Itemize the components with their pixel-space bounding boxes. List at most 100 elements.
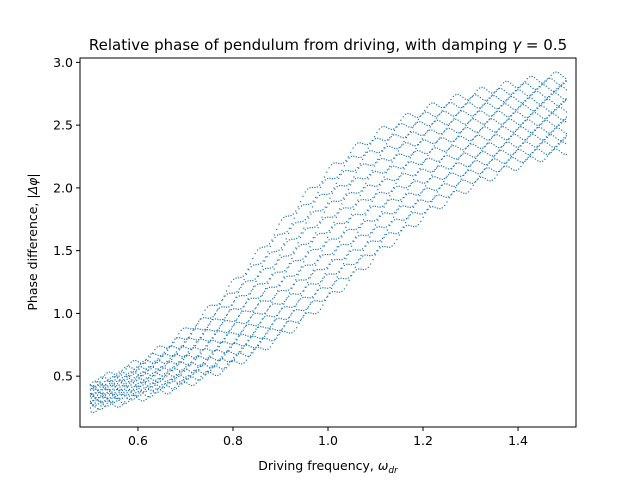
- data-point: [508, 138, 510, 140]
- data-point: [285, 271, 287, 273]
- data-point: [427, 140, 429, 142]
- data-point: [531, 94, 533, 96]
- data-point: [314, 293, 316, 295]
- data-point: [519, 137, 521, 139]
- data-point: [479, 134, 481, 137]
- data-point: [515, 129, 517, 131]
- data-point: [105, 394, 107, 396]
- data-point: [271, 251, 273, 253]
- data-point: [253, 285, 255, 288]
- data-point: [558, 127, 560, 130]
- data-point: [169, 357, 171, 359]
- data-point: [168, 382, 170, 384]
- data-point: [140, 382, 143, 384]
- data-point: [133, 368, 135, 370]
- data-point: [327, 268, 329, 270]
- data-point: [99, 400, 101, 403]
- data-point: [143, 367, 145, 369]
- data-point: [171, 375, 173, 377]
- data-point: [209, 349, 211, 351]
- data-point: [549, 133, 551, 135]
- data-point: [93, 394, 95, 396]
- data-point: [119, 398, 121, 400]
- data-point: [484, 123, 486, 125]
- data-point: [89, 407, 92, 409]
- data-point: [558, 86, 560, 88]
- data-point: [460, 163, 462, 165]
- data-point: [228, 306, 230, 308]
- data-point: [450, 114, 452, 116]
- data-point: [226, 293, 228, 295]
- data-point: [190, 362, 192, 364]
- data-point: [190, 328, 192, 330]
- data-point: [210, 321, 212, 323]
- data-point: [197, 323, 199, 325]
- data-point: [533, 149, 536, 151]
- data-point: [342, 263, 345, 265]
- data-point: [383, 158, 385, 160]
- data-point: [266, 338, 268, 340]
- data-point: [274, 329, 276, 331]
- data-point: [518, 146, 520, 148]
- data-point: [493, 119, 495, 121]
- data-point: [315, 313, 317, 315]
- data-point: [233, 353, 235, 355]
- chart-title-value: = 0.5: [521, 36, 567, 54]
- data-point: [182, 346, 185, 348]
- data-point: [102, 394, 104, 397]
- data-point: [545, 85, 548, 87]
- data-point: [155, 361, 157, 364]
- data-point: [436, 117, 438, 119]
- data-point: [266, 287, 268, 290]
- data-point: [557, 143, 559, 145]
- data-point: [187, 363, 189, 365]
- data-point: [396, 209, 398, 211]
- data-point: [218, 303, 220, 305]
- data-point: [233, 332, 235, 334]
- data-point: [293, 275, 295, 277]
- data-point: [545, 80, 548, 82]
- data-point: [299, 319, 302, 321]
- data-point: [346, 254, 348, 256]
- data-point: [116, 377, 119, 379]
- data-point: [548, 114, 550, 116]
- data-point: [498, 170, 501, 172]
- data-point: [512, 153, 514, 156]
- data-point: [297, 301, 299, 303]
- data-point: [302, 232, 304, 234]
- data-point: [211, 318, 213, 321]
- data-point: [443, 110, 445, 112]
- data-point: [517, 89, 519, 91]
- data-point: [420, 115, 422, 117]
- data-point: [502, 150, 505, 152]
- data-point: [147, 396, 149, 398]
- data-point: [126, 397, 128, 400]
- data-point: [447, 112, 450, 114]
- data-point: [281, 303, 283, 305]
- data-point: [113, 389, 115, 391]
- data-point: [503, 165, 505, 167]
- data-point: [204, 362, 206, 365]
- data-point: [341, 203, 343, 205]
- data-point: [366, 241, 368, 243]
- data-point: [400, 175, 402, 177]
- data-point: [268, 286, 271, 288]
- data-point: [424, 188, 426, 190]
- data-point: [373, 196, 376, 198]
- data-point: [529, 95, 531, 97]
- data-point: [420, 199, 422, 201]
- data-point: [252, 335, 254, 338]
- data-point: [459, 132, 462, 134]
- data-point: [269, 300, 271, 302]
- data-point: [150, 368, 152, 370]
- data-point: [336, 176, 338, 178]
- data-point: [426, 209, 428, 211]
- data-point: [403, 187, 405, 189]
- data-point: [334, 188, 336, 190]
- data-point: [180, 373, 182, 375]
- data-point: [241, 345, 243, 347]
- data-point: [487, 153, 489, 155]
- data-point: [248, 356, 250, 358]
- data-point: [458, 182, 460, 184]
- data-point: [472, 138, 474, 140]
